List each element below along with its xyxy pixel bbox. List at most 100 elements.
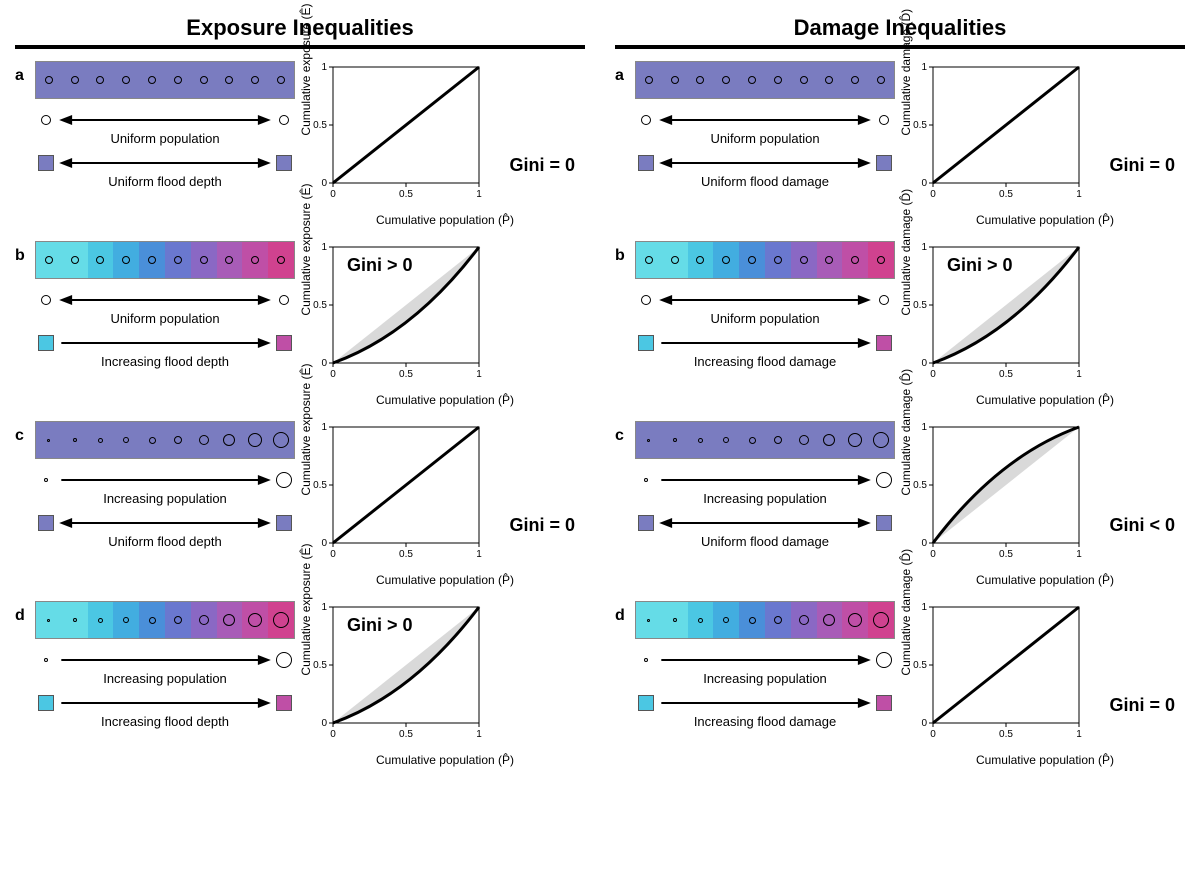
hazard-marker-icon: [276, 515, 292, 531]
svg-text:1: 1: [476, 189, 482, 200]
hazard-marker-icon: [876, 155, 892, 171]
svg-text:1: 1: [321, 602, 327, 613]
pop-circle-icon: [273, 612, 289, 628]
svg-text:0.5: 0.5: [999, 729, 1013, 740]
strip-cell: [636, 62, 662, 98]
svg-text:0: 0: [321, 538, 327, 549]
hazard-arrow-row: [35, 152, 295, 174]
population-arrow-row: [635, 109, 895, 131]
pop-circle-icon: [251, 76, 259, 84]
strip-cell: [268, 422, 294, 458]
hazard-marker-icon: [38, 335, 54, 351]
pop-circle-icon: [774, 436, 782, 444]
strip-cell: [713, 242, 739, 278]
pop-circle-icon: [98, 438, 103, 443]
strip-cell: [713, 602, 739, 638]
strip-cell: [113, 602, 139, 638]
population-arrow-row: [35, 289, 295, 311]
svg-text:0.5: 0.5: [399, 189, 413, 200]
svg-text:0.5: 0.5: [399, 549, 413, 560]
scenario-strip: [35, 241, 295, 279]
hazard-caption: Increasing flood damage: [635, 714, 895, 729]
strip-cell: [842, 602, 868, 638]
svg-text:0: 0: [330, 729, 336, 740]
pop-circle-icon: [774, 76, 782, 84]
pop-circle-icon: [848, 613, 862, 627]
svg-text:1: 1: [321, 62, 327, 73]
hazard-arrow-row: [35, 692, 295, 714]
strip-cell: [662, 242, 688, 278]
pop-circle-icon: [273, 432, 289, 448]
y-axis-label: Cumulative exposure (Ê): [299, 4, 313, 136]
svg-text:0: 0: [921, 178, 927, 189]
population-caption: Increasing population: [635, 491, 895, 506]
row-letter: d: [615, 601, 635, 625]
strip-cell: [817, 242, 843, 278]
strip-cell: [842, 242, 868, 278]
row-letter: c: [615, 421, 635, 445]
pop-circle-icon: [199, 615, 209, 625]
pop-marker-icon: [41, 295, 51, 305]
pop-circle-icon: [671, 76, 679, 84]
svg-text:0.5: 0.5: [313, 480, 327, 491]
pop-circle-icon: [174, 616, 182, 624]
pop-circle-icon: [223, 434, 235, 446]
y-axis-label: Cumulative damage (D̂): [899, 9, 913, 136]
pop-circle-icon: [825, 76, 833, 84]
strip-cell: [217, 62, 243, 98]
svg-text:0.5: 0.5: [999, 369, 1013, 380]
y-axis-label: Cumulative exposure (Ê): [299, 364, 313, 496]
svg-text:1: 1: [1076, 729, 1082, 740]
population-arrow-row: [635, 649, 895, 671]
x-axis-label: Cumulative population (P̂): [905, 753, 1185, 767]
schematic-block: Increasing population Increasing flood d…: [35, 601, 305, 735]
strip-cell: [636, 242, 662, 278]
row-letter: d: [15, 601, 35, 625]
strip-cell: [88, 242, 114, 278]
pop-circle-icon: [122, 256, 130, 264]
strip-cell: [791, 422, 817, 458]
svg-text:0.5: 0.5: [313, 660, 327, 671]
pop-marker-icon: [879, 115, 889, 125]
lorenz-chart: 0 0 0.5 0.5 1 1 Gini > 0 Cumulative expo…: [305, 601, 585, 767]
strip-cell: [242, 422, 268, 458]
strip-cell: [62, 62, 88, 98]
pop-circle-icon: [645, 76, 653, 84]
scenario-strip: [35, 601, 295, 639]
hazard-caption: Increasing flood depth: [35, 354, 295, 369]
hazard-marker-icon: [638, 155, 654, 171]
svg-text:0: 0: [921, 358, 927, 369]
strip-cell: [868, 422, 894, 458]
strip-cell: [636, 422, 662, 458]
damage-rows: a: [615, 61, 1185, 767]
population-caption: Increasing population: [35, 491, 295, 506]
pop-marker-icon: [276, 652, 292, 668]
strip-cell: [165, 62, 191, 98]
schematic-block: Uniform population Uniform flood damage: [635, 61, 905, 195]
y-axis-label: Cumulative exposure (Ê): [299, 544, 313, 676]
strip-cell: [842, 422, 868, 458]
strip-cell: [191, 62, 217, 98]
hazard-arrow-row: [635, 332, 895, 354]
x-axis-label: Cumulative population (P̂): [305, 213, 585, 227]
svg-text:0: 0: [930, 549, 936, 560]
svg-text:0.5: 0.5: [913, 300, 927, 311]
svg-text:1: 1: [921, 62, 927, 73]
svg-text:0: 0: [321, 358, 327, 369]
population-arrow-row: [35, 649, 295, 671]
svg-text:0: 0: [930, 189, 936, 200]
pop-circle-icon: [277, 76, 285, 84]
schematic-block: Increasing population Increasing flood d…: [635, 601, 905, 735]
pop-circle-icon: [199, 435, 209, 445]
strip-cell: [688, 242, 714, 278]
scenario-strip: [635, 241, 895, 279]
scenario-strip: [635, 61, 895, 99]
pop-marker-icon: [44, 658, 48, 662]
svg-text:0: 0: [321, 718, 327, 729]
pop-circle-icon: [748, 76, 756, 84]
svg-text:0: 0: [330, 369, 336, 380]
pop-circle-icon: [877, 256, 885, 264]
pop-marker-icon: [641, 115, 651, 125]
svg-text:0: 0: [321, 178, 327, 189]
svg-text:0.5: 0.5: [399, 729, 413, 740]
